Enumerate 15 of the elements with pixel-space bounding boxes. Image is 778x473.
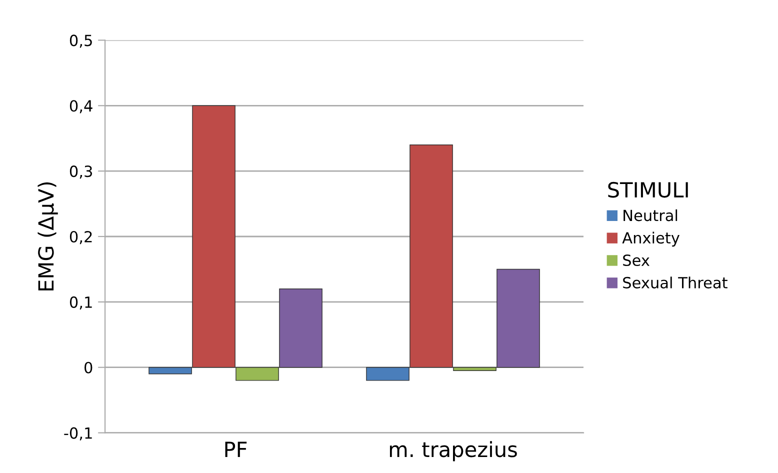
- legend-label: Neutral: [624, 209, 678, 222]
- y-tick-label: -0,1: [64, 427, 92, 440]
- y-tick-label: 0: [84, 362, 92, 374]
- y-tick-label: 0,2: [70, 230, 92, 244]
- y-tick-label: 0,1: [70, 296, 92, 310]
- legend-label: Sex: [623, 254, 650, 266]
- y-tick-label: 0,3: [70, 166, 92, 179]
- x-tick-label: m. trapezius: [390, 441, 517, 462]
- y-tick-label: 0,4: [70, 100, 92, 114]
- x-tick-label: PF: [225, 442, 247, 457]
- y-tick-label: 0,5: [70, 34, 92, 48]
- legend-title: STIMULI: [608, 182, 688, 198]
- y-axis-title: EMG (ΔµV): [38, 182, 58, 290]
- legend-label: Anxiety: [622, 232, 680, 247]
- legend-label: Sexual Threat: [623, 276, 728, 288]
